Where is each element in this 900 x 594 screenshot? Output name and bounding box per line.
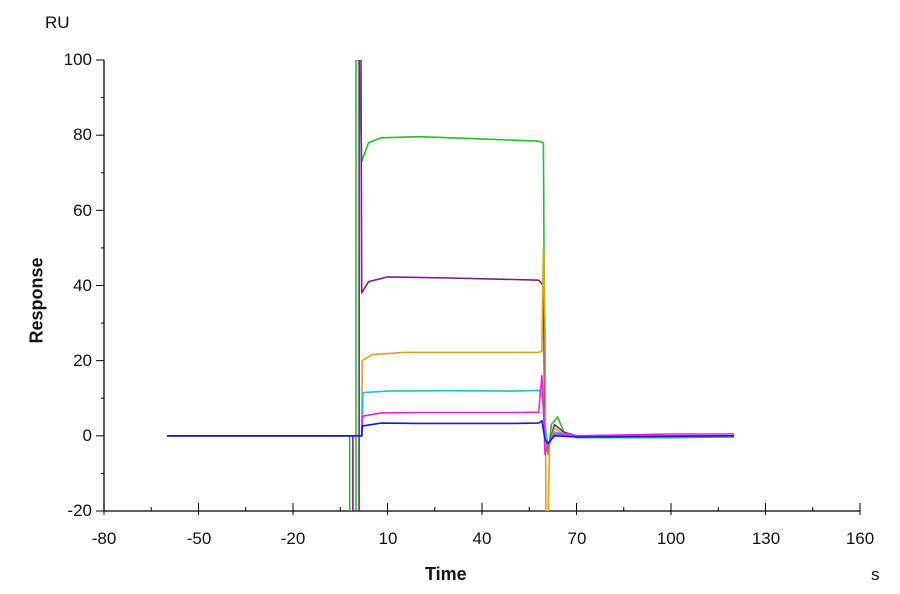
x-axis-title: Time bbox=[425, 564, 467, 584]
x-tick-label: 100 bbox=[656, 529, 686, 548]
x-tick-label: 40 bbox=[472, 529, 492, 548]
x-tick-label: 70 bbox=[567, 529, 587, 548]
curve-orange bbox=[167, 247, 734, 511]
y-tick-label: 20 bbox=[73, 351, 92, 370]
y-tick-label: 0 bbox=[82, 426, 92, 445]
axes bbox=[96, 59, 861, 515]
x-tick-label: -50 bbox=[186, 529, 212, 548]
y-tick-label: -20 bbox=[67, 501, 92, 520]
curve-green bbox=[167, 60, 735, 511]
y-tick-label: 80 bbox=[73, 125, 92, 144]
curve-blue bbox=[167, 420, 735, 445]
curve-cyan bbox=[167, 389, 734, 448]
x-tick-label: 130 bbox=[751, 529, 781, 548]
x-tick-label: -80 bbox=[91, 529, 117, 548]
y-tick-label: 60 bbox=[73, 201, 92, 220]
curve-magenta bbox=[167, 374, 734, 456]
y-unit-label: RU bbox=[45, 13, 70, 32]
x-unit-label: s bbox=[871, 565, 880, 584]
x-tick-label: 160 bbox=[845, 529, 875, 548]
plot-curves bbox=[167, 60, 735, 511]
curve-purple bbox=[167, 60, 734, 511]
y-tick-label: 100 bbox=[63, 50, 92, 69]
x-tick-label: 10 bbox=[378, 529, 398, 548]
y-tick-label: 40 bbox=[73, 276, 92, 295]
y-axis-title: Response bbox=[26, 257, 47, 344]
x-tick-label: -20 bbox=[280, 529, 306, 548]
